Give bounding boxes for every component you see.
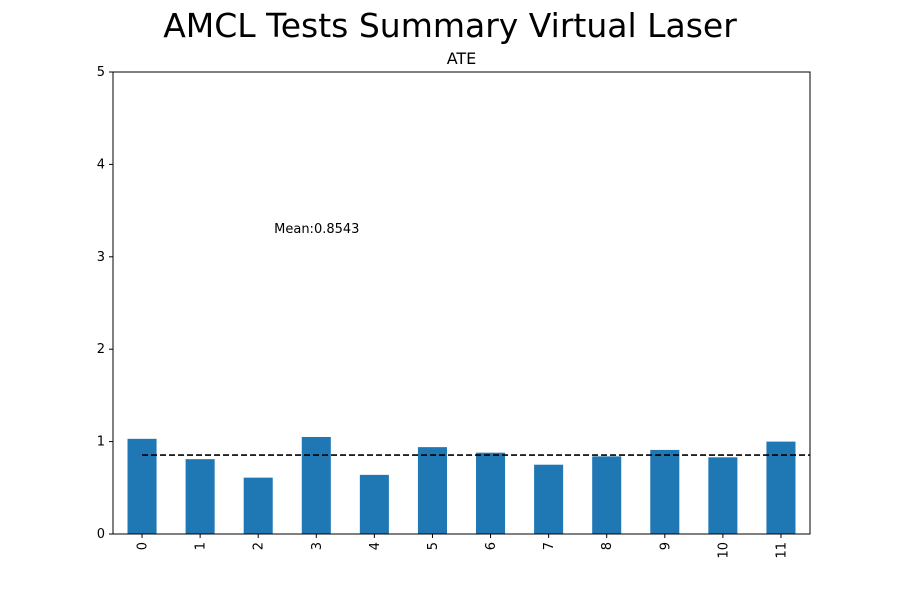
bar-1 [185, 459, 215, 534]
figure-title: AMCL Tests Summary Virtual Laser [163, 6, 737, 45]
ytick-label-3: 3 [97, 250, 105, 265]
xtick-label-11: 11 [774, 542, 789, 559]
bar-10 [708, 457, 738, 534]
ytick-label-2: 2 [97, 342, 105, 357]
ticks-layer: 0 1 2 3 4 5 0 1 2 3 4 5 6 7 8 9 10 11 [97, 65, 790, 559]
xtick-label-3: 3 [310, 542, 325, 550]
xtick-label-0: 0 [136, 542, 151, 550]
bar-3 [301, 436, 331, 534]
axes-title: ATE [446, 49, 477, 68]
mean-annotation: Mean:0.8543 [274, 222, 359, 237]
xtick-label-9: 9 [658, 542, 673, 550]
xtick-label-2: 2 [252, 542, 267, 550]
xtick-label-4: 4 [368, 542, 383, 550]
xtick-label-6: 6 [484, 542, 499, 550]
bar-2 [243, 477, 273, 534]
xtick-label-7: 7 [542, 542, 557, 550]
xtick-label-1: 1 [194, 542, 209, 550]
bar-6 [476, 452, 506, 534]
bars-layer [127, 436, 796, 534]
xtick-label-8: 8 [600, 542, 615, 550]
ytick-label-1: 1 [97, 435, 105, 450]
bar-4 [359, 474, 389, 534]
bar-0 [127, 438, 157, 534]
bar-7 [534, 464, 564, 534]
bar-9 [650, 449, 680, 534]
ytick-label-0: 0 [97, 527, 105, 542]
annotation-layer: Mean:0.8543 [274, 222, 359, 237]
bar-8 [592, 456, 622, 534]
axes-layer [112, 71, 811, 535]
bar-5 [417, 447, 447, 534]
ytick-label-4: 4 [97, 157, 105, 172]
plot-frame [112, 71, 811, 535]
bar-11 [766, 441, 796, 534]
xtick-label-10: 10 [716, 542, 731, 559]
xtick-label-5: 5 [426, 542, 441, 550]
ytick-label-5: 5 [97, 65, 105, 80]
